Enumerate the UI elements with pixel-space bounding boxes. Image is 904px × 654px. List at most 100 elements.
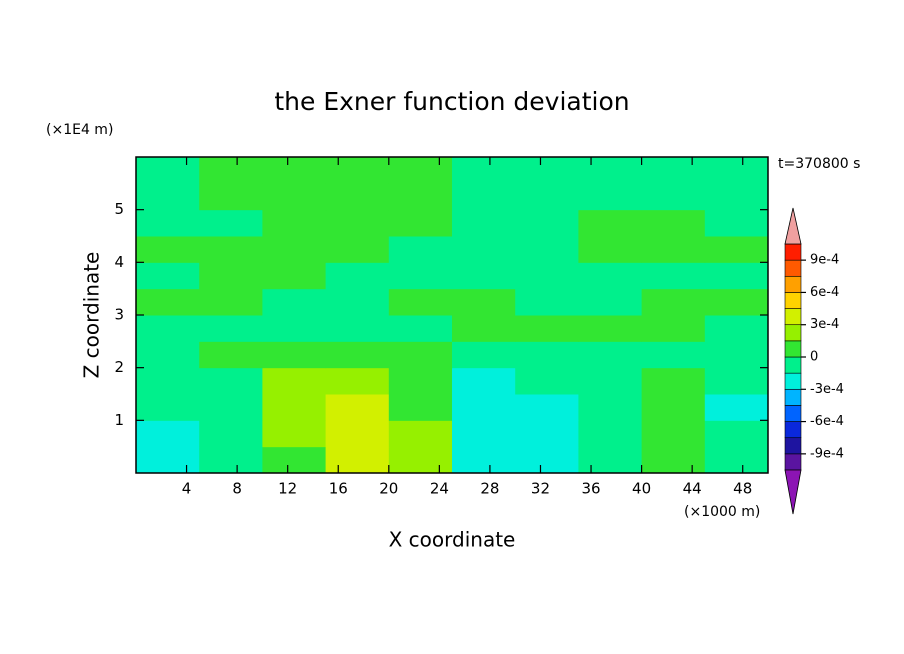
contour-cell bbox=[199, 315, 263, 342]
contour-cell bbox=[199, 288, 263, 316]
contour-cell bbox=[704, 446, 769, 474]
colorbar-band bbox=[784, 275, 802, 293]
contour-cell bbox=[578, 157, 643, 184]
contour-cell bbox=[515, 367, 579, 395]
colorbar-band bbox=[784, 453, 802, 471]
contour-cell bbox=[388, 446, 453, 474]
contour-cell bbox=[452, 394, 516, 421]
field bbox=[136, 157, 769, 474]
contour-cell bbox=[704, 367, 769, 395]
contour-cell bbox=[578, 183, 643, 211]
contour-cell bbox=[641, 288, 706, 316]
contour-cell bbox=[704, 420, 769, 448]
contour-cell bbox=[578, 236, 643, 263]
contour-cell bbox=[136, 262, 200, 290]
contour-cell bbox=[704, 183, 769, 211]
contour-cell bbox=[199, 446, 263, 474]
colorbar-band bbox=[784, 437, 802, 455]
x-tick-label: 12 bbox=[278, 480, 297, 498]
contour-cell bbox=[388, 262, 453, 290]
contour-cell bbox=[388, 315, 453, 342]
contour-cell bbox=[452, 209, 516, 237]
contour-cell bbox=[641, 183, 706, 211]
colorbar-tick-label: -6e-4 bbox=[810, 414, 844, 429]
contour-cell bbox=[515, 236, 579, 263]
contour-cell bbox=[325, 367, 390, 395]
contour-cell bbox=[262, 446, 327, 474]
contour-cell bbox=[452, 315, 516, 342]
contour-cell bbox=[262, 157, 327, 184]
contour-cell bbox=[325, 288, 390, 316]
colorbar-band bbox=[784, 259, 802, 277]
colorbar-band bbox=[784, 405, 802, 422]
contour-cell bbox=[452, 262, 516, 290]
colorbar-band bbox=[784, 292, 802, 309]
contour-cell bbox=[641, 446, 706, 474]
colorbar-band bbox=[784, 324, 802, 342]
x-tick-label: 44 bbox=[683, 480, 702, 498]
contour-cell bbox=[515, 183, 579, 211]
contour-cell bbox=[388, 367, 453, 395]
contour-cell bbox=[325, 315, 390, 342]
y-tick-label: 5 bbox=[114, 200, 124, 218]
contour-cell bbox=[578, 315, 643, 342]
contour-cell bbox=[388, 341, 453, 369]
colorbar-tick-label: -9e-4 bbox=[810, 446, 844, 461]
contour-cell bbox=[136, 236, 200, 263]
contour-cell bbox=[136, 367, 200, 395]
contour-cell bbox=[641, 209, 706, 237]
x-tick-label: 4 bbox=[182, 480, 192, 498]
contour-cell bbox=[388, 183, 453, 211]
contour-cell bbox=[199, 209, 263, 237]
colorbar-extend-top bbox=[784, 207, 802, 245]
contour-cell bbox=[515, 420, 579, 448]
contour-cell bbox=[262, 236, 327, 263]
contour-cell bbox=[262, 394, 327, 421]
contour-cell bbox=[136, 394, 200, 421]
x-tick-label: 16 bbox=[329, 480, 348, 498]
contour-cell bbox=[136, 341, 200, 369]
y-tick-label: 2 bbox=[114, 358, 124, 376]
colorbar-tick-label: 6e-4 bbox=[810, 285, 839, 300]
contour-cell bbox=[452, 446, 516, 474]
contour-cell bbox=[704, 315, 769, 342]
colorbar-band bbox=[784, 388, 802, 406]
contour-cell bbox=[325, 394, 390, 421]
contour-cell bbox=[199, 183, 263, 211]
y-tick-label: 4 bbox=[114, 253, 124, 271]
contour-cell bbox=[578, 420, 643, 448]
contour-cell bbox=[641, 341, 706, 369]
contour-cell bbox=[136, 209, 200, 237]
contour-cell bbox=[578, 288, 643, 316]
contour-cell bbox=[452, 183, 516, 211]
contour-cell bbox=[388, 394, 453, 421]
contour-cell bbox=[515, 394, 579, 421]
contour-cell bbox=[388, 236, 453, 263]
contour-cell bbox=[199, 236, 263, 263]
colorbar-band bbox=[784, 421, 802, 439]
contour-cell bbox=[262, 209, 327, 237]
contour-cell bbox=[136, 420, 200, 448]
contour-cell bbox=[136, 157, 200, 184]
contour-cell bbox=[262, 341, 327, 369]
contour-cell bbox=[452, 341, 516, 369]
contour-cell bbox=[199, 367, 263, 395]
contour-cell bbox=[199, 157, 263, 184]
contour-cell bbox=[641, 157, 706, 184]
contour-cell bbox=[262, 315, 327, 342]
contour-cell bbox=[136, 315, 200, 342]
contour-cell bbox=[704, 341, 769, 369]
contour-cell bbox=[199, 394, 263, 421]
contour-cell bbox=[388, 209, 453, 237]
contour-cell bbox=[262, 183, 327, 211]
contour-cell bbox=[578, 367, 643, 395]
contour-cell bbox=[578, 394, 643, 421]
contour-cell bbox=[325, 209, 390, 237]
contour-cell bbox=[325, 262, 390, 290]
y-unit: (×1E4 m) bbox=[46, 122, 113, 138]
contour-cell bbox=[515, 157, 579, 184]
contour-cell bbox=[515, 209, 579, 237]
chart-title: the Exner function deviation bbox=[274, 87, 629, 116]
colorbar-band bbox=[784, 356, 802, 374]
contour-cell bbox=[136, 183, 200, 211]
